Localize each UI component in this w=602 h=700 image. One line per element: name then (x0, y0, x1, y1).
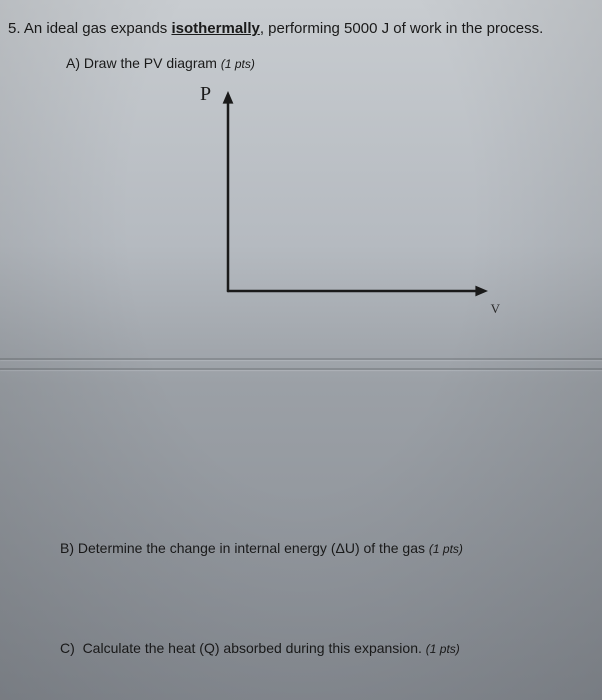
part-c-text: Calculate the heat (Q) absorbed during t… (83, 640, 422, 656)
question-number: 5. (8, 20, 21, 37)
part-c: C) Calculate the heat (Q) absorbed durin… (60, 640, 460, 656)
part-b-points: (1 pts) (429, 542, 463, 556)
question-underlined: isothermally (171, 20, 259, 37)
part-a: A) Draw the PV diagram (1 pts) (66, 55, 574, 71)
part-a-label: A) (66, 55, 80, 71)
pv-diagram: P V (128, 81, 508, 331)
part-a-points: (1 pts) (221, 57, 255, 71)
question-text-before: An ideal gas expands (24, 20, 172, 37)
page-content: 5. An ideal gas expands isothermally, pe… (0, 0, 602, 351)
part-a-text: Draw the PV diagram (84, 55, 217, 71)
question-text-after: , performing 5000 J of work in the proce… (260, 20, 543, 37)
part-c-points: (1 pts) (426, 642, 460, 656)
part-b: B) Determine the change in internal ener… (60, 540, 463, 556)
divider-line (0, 368, 602, 370)
question-header: 5. An ideal gas expands isothermally, pe… (8, 20, 574, 37)
part-b-text: Determine the change in internal energy … (78, 540, 425, 556)
part-c-label: C) (60, 640, 75, 656)
divider-line (0, 358, 602, 360)
part-b-label: B) (60, 540, 74, 556)
axes-svg (128, 81, 508, 331)
